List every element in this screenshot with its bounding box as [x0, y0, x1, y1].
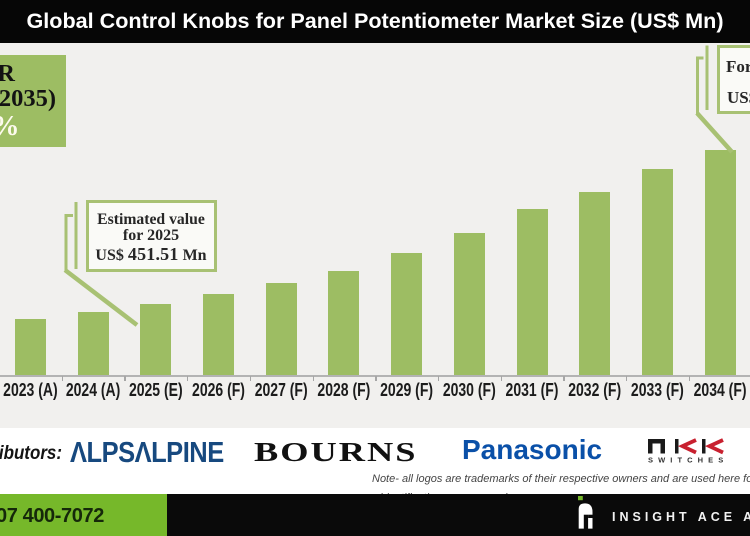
svg-text:SWITCHES: SWITCHES [648, 456, 726, 465]
